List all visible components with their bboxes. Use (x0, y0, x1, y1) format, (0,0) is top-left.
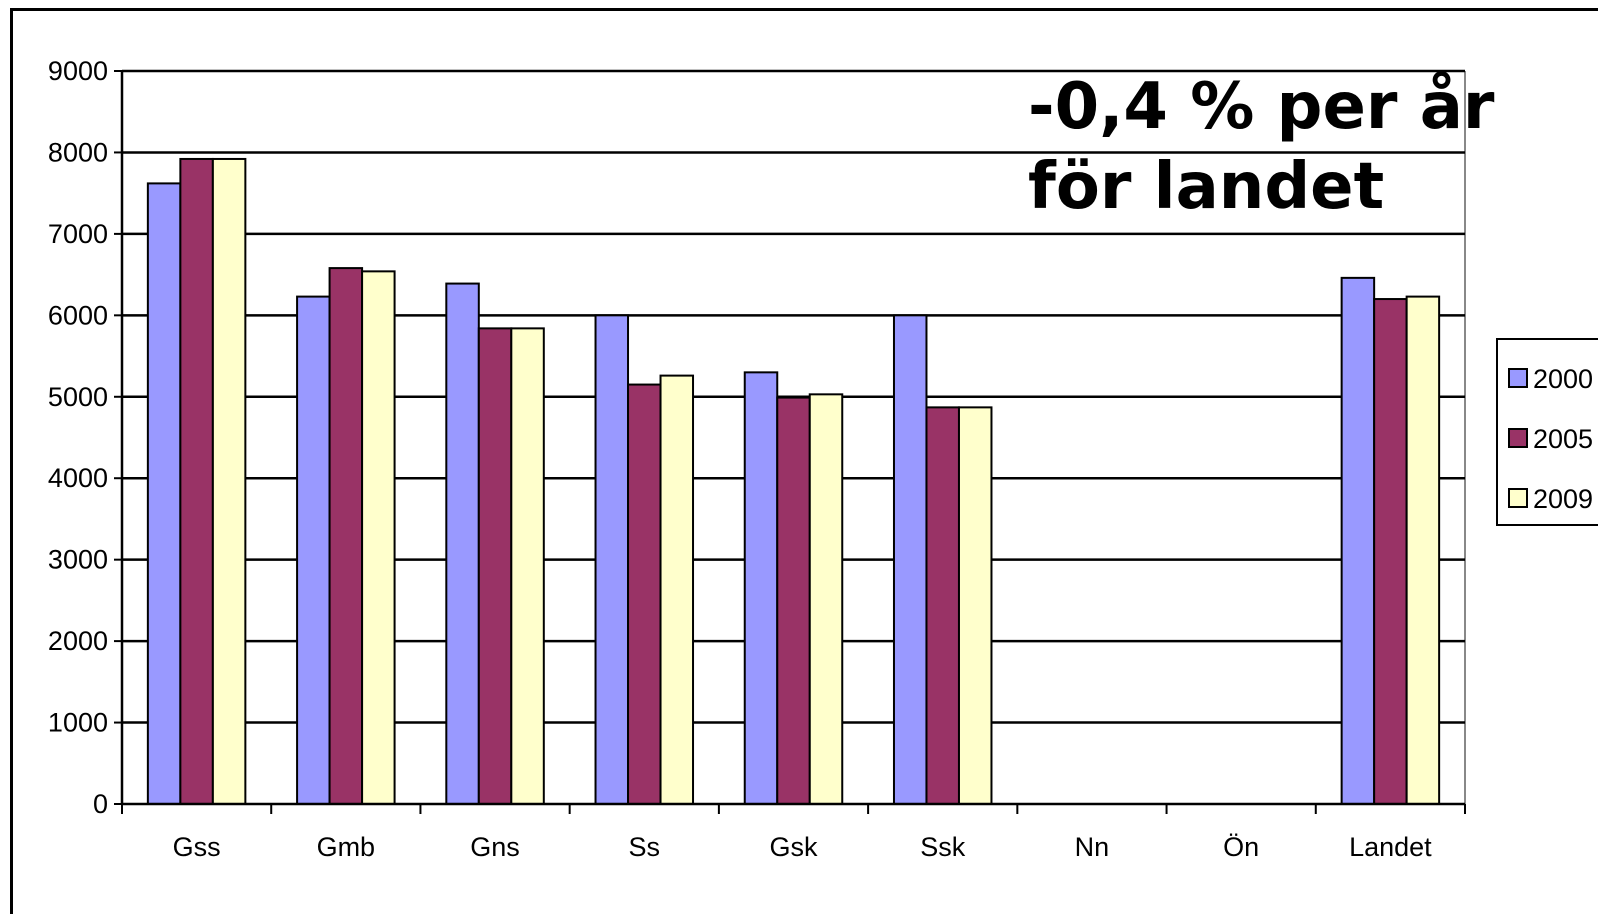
y-tick-labels: 0 1000 2000 3000 4000 5000 6000 7000 8000 9000 (48, 56, 108, 819)
legend: 2000 2005 2009 (1496, 338, 1598, 526)
legend-label: 2005 (1533, 424, 1593, 454)
x-tick-label: Gns (470, 832, 520, 862)
annotation-line-2: för landet (1028, 150, 1384, 224)
bar (296, 295, 331, 805)
x-tick-label: Ssk (920, 832, 966, 862)
x-tick-label: Gsk (769, 832, 818, 862)
y-tick-label: 7000 (48, 219, 108, 249)
y-tick-label: 3000 (48, 545, 108, 575)
bar (445, 282, 480, 805)
bar (1340, 276, 1376, 805)
y-tick-label: 4000 (48, 463, 108, 493)
y-tick-label: 0 (93, 789, 108, 819)
bar (1405, 295, 1441, 805)
bar (1373, 298, 1408, 805)
bar (146, 182, 182, 806)
x-tick-label: Gmb (317, 832, 376, 862)
bar (957, 406, 993, 805)
x-tick-label: Nn (1075, 832, 1110, 862)
legend-swatch (1508, 368, 1528, 388)
x-tick-label: Landet (1349, 832, 1432, 862)
bar (179, 157, 214, 805)
y-tick-label: 8000 (48, 137, 108, 167)
y-tick-label: 6000 (48, 300, 108, 330)
x-tick-labels: Gss Gmb Gns Ss Gsk Ssk Nn Ön Landet (173, 832, 1433, 862)
legend-swatch (1508, 488, 1528, 508)
bar (776, 396, 811, 805)
bar (627, 383, 662, 805)
x-tick-label: Ön (1223, 832, 1259, 862)
legend-label: 2000 (1533, 364, 1593, 394)
bar (328, 267, 364, 805)
bars (146, 157, 1441, 806)
bar (808, 393, 844, 805)
chart-frame (10, 8, 1598, 914)
legend-label: 2009 (1533, 484, 1593, 514)
bar (925, 406, 960, 805)
bar (361, 270, 396, 805)
x-tick-label: Ss (629, 832, 661, 862)
bar (594, 314, 630, 805)
axes (114, 70, 1466, 814)
bar (477, 327, 513, 805)
bar (211, 157, 247, 805)
annotation: -0,4 % per år för landet (1028, 70, 1495, 224)
bar (743, 371, 779, 805)
bar (892, 314, 928, 805)
bar (659, 374, 695, 805)
legend-swatch (1508, 428, 1528, 448)
bar (510, 327, 545, 805)
x-tick-label: Gss (173, 832, 221, 862)
y-tick-label: 2000 (48, 626, 108, 656)
y-tick-label: 5000 (48, 382, 108, 412)
y-tick-label: 1000 (48, 708, 108, 738)
y-tick-label: 9000 (48, 56, 108, 86)
annotation-line-1: -0,4 % per år (1028, 70, 1495, 144)
